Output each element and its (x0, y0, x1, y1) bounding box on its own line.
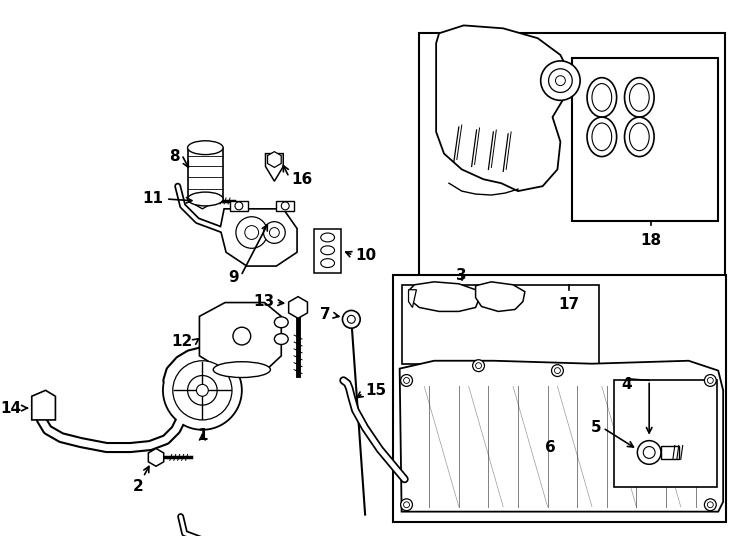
Circle shape (245, 226, 258, 239)
Polygon shape (476, 282, 525, 312)
Ellipse shape (214, 362, 270, 377)
Circle shape (236, 217, 267, 248)
Circle shape (347, 315, 355, 323)
Circle shape (708, 377, 713, 383)
Bar (188, 148, 223, 199)
Bar (277, 201, 294, 211)
Ellipse shape (188, 192, 223, 206)
Text: 14: 14 (1, 401, 22, 416)
Text: 7: 7 (320, 307, 330, 322)
Bar (661, 446, 679, 460)
Ellipse shape (592, 84, 611, 111)
Circle shape (541, 61, 580, 100)
Text: 13: 13 (253, 294, 275, 309)
Circle shape (269, 227, 280, 238)
Polygon shape (268, 152, 281, 167)
Polygon shape (399, 361, 723, 511)
Polygon shape (436, 25, 570, 191)
Polygon shape (200, 302, 281, 372)
Text: 11: 11 (142, 192, 163, 206)
Text: 4: 4 (621, 376, 632, 392)
Text: 2: 2 (133, 479, 144, 494)
Polygon shape (220, 209, 297, 266)
Text: 6: 6 (545, 440, 556, 455)
Polygon shape (195, 193, 209, 209)
Ellipse shape (275, 317, 288, 328)
Ellipse shape (630, 123, 649, 151)
Text: 16: 16 (291, 172, 313, 187)
Text: 9: 9 (228, 271, 239, 286)
Ellipse shape (587, 117, 617, 157)
Circle shape (473, 360, 484, 372)
Circle shape (404, 502, 410, 508)
Text: 15: 15 (365, 383, 386, 398)
Circle shape (163, 351, 241, 430)
Bar (230, 201, 248, 211)
Text: 10: 10 (355, 248, 377, 262)
Circle shape (476, 363, 482, 369)
Text: 12: 12 (171, 334, 192, 348)
Circle shape (281, 202, 289, 210)
Circle shape (637, 441, 661, 464)
Circle shape (401, 375, 413, 387)
Text: 3: 3 (457, 268, 467, 283)
Circle shape (188, 375, 217, 405)
Polygon shape (409, 290, 416, 307)
Circle shape (233, 327, 251, 345)
Ellipse shape (321, 246, 335, 255)
Circle shape (197, 384, 208, 396)
Circle shape (554, 368, 561, 374)
Ellipse shape (592, 123, 611, 151)
Circle shape (705, 375, 716, 387)
Ellipse shape (630, 84, 649, 111)
Bar (573, 58, 719, 221)
Text: 5: 5 (591, 420, 602, 435)
Bar (419, 33, 725, 285)
Text: 17: 17 (559, 296, 580, 312)
Circle shape (235, 202, 243, 210)
Bar (401, 285, 599, 364)
Polygon shape (266, 153, 283, 181)
Polygon shape (148, 449, 164, 466)
Text: 1: 1 (197, 428, 208, 443)
Ellipse shape (321, 233, 335, 242)
Circle shape (172, 361, 232, 420)
Ellipse shape (321, 259, 335, 267)
Text: 8: 8 (169, 149, 180, 164)
Circle shape (551, 364, 564, 376)
Polygon shape (288, 296, 308, 318)
Ellipse shape (188, 141, 223, 154)
Ellipse shape (625, 117, 654, 157)
Circle shape (548, 69, 573, 92)
Bar (393, 275, 726, 522)
Ellipse shape (587, 78, 617, 117)
Circle shape (556, 76, 565, 85)
Circle shape (401, 499, 413, 511)
Circle shape (404, 377, 410, 383)
Text: 18: 18 (641, 233, 662, 247)
Polygon shape (410, 282, 479, 312)
Circle shape (343, 310, 360, 328)
Bar (314, 228, 341, 273)
Ellipse shape (275, 334, 288, 345)
Circle shape (264, 222, 286, 244)
Circle shape (708, 502, 713, 508)
Polygon shape (32, 390, 56, 420)
Bar (614, 381, 717, 487)
Circle shape (643, 447, 655, 458)
Circle shape (705, 499, 716, 511)
Ellipse shape (625, 78, 654, 117)
